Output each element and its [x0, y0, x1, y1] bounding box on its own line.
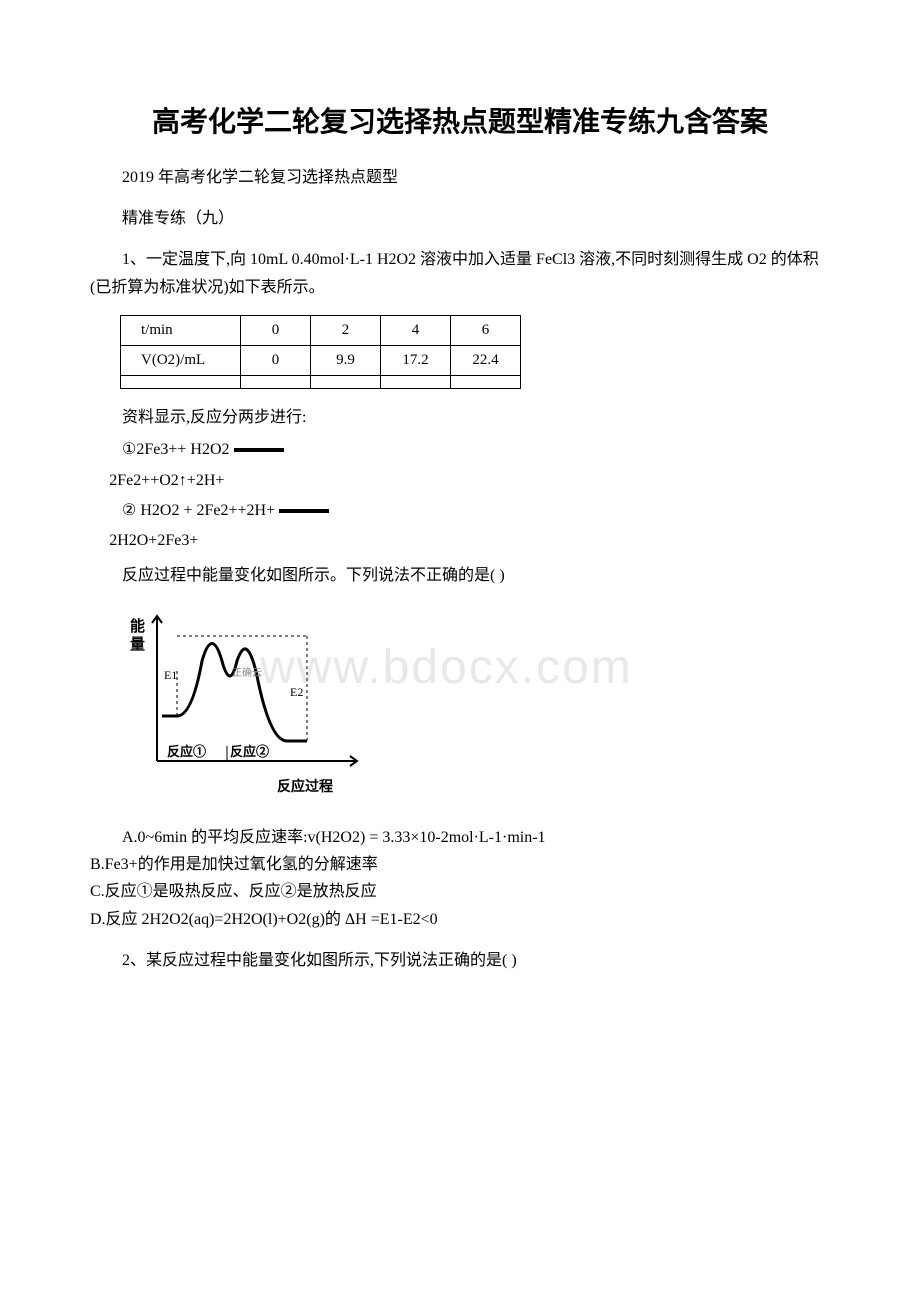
cell: 4	[381, 315, 451, 345]
cell-empty	[121, 375, 241, 388]
y-axis-label-2: 量	[130, 636, 145, 653]
q1-opt-c: C.反应①是吸热反应、反应②是放热反应	[90, 878, 830, 905]
cell: 0	[241, 345, 311, 375]
cell-empty	[311, 375, 381, 388]
cell-label: V(O2)/mL	[121, 345, 241, 375]
table-row: V(O2)/mL 0 9.9 17.2 22.4	[121, 345, 521, 375]
step2-lhs: ② H2O2 + 2Fe2++2H+	[122, 502, 275, 519]
cell-empty	[241, 375, 311, 388]
q2-stem: 2、某反应过程中能量变化如图所示,下列说法正确的是( )	[90, 947, 830, 974]
q1-opt-b: B.Fe3+的作用是加快过氧化氢的分解速率	[90, 851, 830, 878]
cell-label: t/min	[121, 315, 241, 345]
q1-steps-intro: 资料显示,反应分两步进行:	[90, 403, 830, 433]
q1-stem: 1、一定温度下,向 10mL 0.40mol·L-1 H2O2 溶液中加入适量 …	[90, 246, 830, 300]
x-segment-1: 反应①	[167, 744, 206, 759]
e2-label: E2	[290, 685, 303, 699]
table-row: t/min 0 2 4 6	[121, 315, 521, 345]
cell-empty	[381, 375, 451, 388]
q1-data-table: t/min 0 2 4 6 V(O2)/mL 0 9.9 17.2 22.4	[120, 315, 521, 389]
energy-diagram: 能 量 E1 E2 正确云 反应① 反应② 反应过程	[122, 601, 830, 806]
cell: 17.2	[381, 345, 451, 375]
diagram-anno: 正确云	[232, 666, 262, 679]
x-segment-2: 反应②	[230, 744, 269, 759]
intro-line-1: 2019 年高考化学二轮复习选择热点题型	[90, 164, 830, 191]
q1-opt-d: D.反应 2H2O2(aq)=2H2O(l)+O2(g)的 ΔH =E1-E2<…	[90, 906, 830, 933]
q1-opt-a: A.0~6min 的平均反应速率:v(H2O2) = 3.33×10-2mol·…	[90, 824, 830, 851]
cell: 9.9	[311, 345, 381, 375]
energy-diagram-svg: 能 量 E1 E2 正确云 反应① 反应② 反应过程	[122, 601, 382, 801]
equals-double-line-icon	[279, 509, 329, 513]
e1-label: E1	[164, 668, 177, 682]
cell: 2	[311, 315, 381, 345]
cell: 0	[241, 315, 311, 345]
cell: 6	[451, 315, 521, 345]
q1-step1-line1: ①2Fe3++ H2O2	[90, 435, 830, 465]
energy-curve	[162, 644, 307, 742]
intro-line-2: 精准专练（九）	[90, 205, 830, 232]
step1-lhs: ①2Fe3++ H2O2	[122, 441, 230, 458]
table-row	[121, 375, 521, 388]
q1-step2-line1: ② H2O2 + 2Fe2++2H+	[90, 496, 830, 526]
equals-double-line-icon	[234, 448, 284, 452]
y-axis-label-1: 能	[130, 617, 145, 635]
q1-diagram-lead: 反应过程中能量变化如图所示。下列说法不正确的是( )	[90, 561, 830, 591]
q1-step1-line2: 2Fe2++O2↑+2H+	[109, 466, 830, 496]
q1-options: A.0~6min 的平均反应速率:v(H2O2) = 3.33×10-2mol·…	[90, 824, 830, 933]
q1-step2-line2: 2H2O+2Fe3+	[109, 526, 830, 556]
x-axis-label: 反应过程	[277, 778, 333, 795]
page-content: 高考化学二轮复习选择热点题型精准专练九含答案 2019 年高考化学二轮复习选择热…	[90, 100, 830, 974]
page-title: 高考化学二轮复习选择热点题型精准专练九含答案	[90, 100, 830, 140]
cell-empty	[451, 375, 521, 388]
cell: 22.4	[451, 345, 521, 375]
